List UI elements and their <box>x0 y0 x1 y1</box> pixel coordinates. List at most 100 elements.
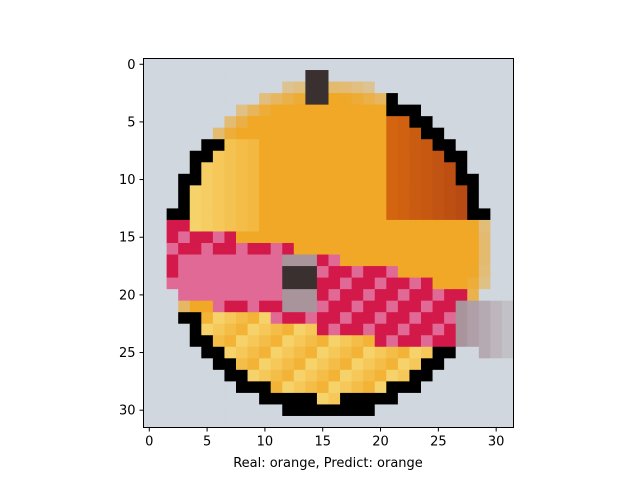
image-pixel <box>374 208 387 221</box>
image-pixel <box>490 116 503 129</box>
image-pixel <box>397 312 410 325</box>
image-pixel <box>397 346 410 359</box>
image-pixel <box>363 415 376 428</box>
image-pixel <box>455 392 468 405</box>
image-pixel <box>501 358 514 371</box>
image-pixel <box>189 369 202 382</box>
image-pixel <box>478 104 491 117</box>
image-pixel <box>305 185 318 198</box>
image-pixel <box>305 219 318 232</box>
image-pixel <box>247 266 260 278</box>
image-pixel <box>236 289 248 302</box>
image-pixel <box>270 300 283 313</box>
image-pixel <box>432 219 445 232</box>
image-pixel <box>189 358 202 371</box>
image-pixel <box>316 93 329 106</box>
image-pixel <box>478 323 491 336</box>
image-pixel <box>374 312 387 325</box>
image-pixel <box>189 335 202 348</box>
x-tick-label: 15 <box>314 435 331 450</box>
image-pixel <box>178 323 191 336</box>
image-pixel <box>236 346 248 359</box>
image-pixel <box>143 415 156 428</box>
image-pixel <box>501 266 514 278</box>
image-pixel <box>363 312 376 325</box>
image-pixel <box>178 173 191 186</box>
image-pixel <box>363 346 376 359</box>
image-pixel <box>421 312 433 325</box>
image-pixel <box>374 392 387 405</box>
image-pixel <box>270 243 283 255</box>
image-pixel <box>374 254 387 267</box>
image-pixel <box>409 196 422 209</box>
image-pixel <box>189 323 202 336</box>
image-pixel <box>328 139 341 152</box>
image-pixel <box>282 289 295 302</box>
image-pixel <box>236 208 248 221</box>
y-tick-label: 0 <box>127 58 135 73</box>
image-pixel <box>386 392 399 405</box>
image-pixel <box>478 150 491 163</box>
image-pixel <box>236 58 248 71</box>
image-pixel <box>409 231 422 244</box>
image-pixel <box>178 243 191 255</box>
image-pixel <box>189 392 202 405</box>
image-pixel <box>259 392 272 405</box>
image-pixel <box>201 266 214 278</box>
image-pixel <box>351 70 364 82</box>
image-pixel <box>166 185 179 198</box>
image-pixel <box>316 369 329 382</box>
image-pixel <box>166 300 179 313</box>
image-pixel <box>201 392 214 405</box>
image-pixel <box>421 219 433 232</box>
image-pixel <box>212 335 225 348</box>
image-pixel <box>259 335 272 348</box>
image-pixel <box>467 219 480 232</box>
image-pixel <box>467 392 480 405</box>
image-pixel <box>282 312 295 325</box>
image-pixel <box>363 162 376 175</box>
image-pixel <box>178 404 191 417</box>
image-pixel <box>455 104 468 117</box>
image-pixel <box>293 58 306 71</box>
image-pixel <box>282 219 295 232</box>
image-pixel <box>490 231 503 244</box>
image-pixel <box>143 185 156 198</box>
image-pixel <box>409 415 422 428</box>
image-pixel <box>501 150 514 163</box>
image-pixel <box>490 323 503 336</box>
image-pixel <box>212 139 225 152</box>
image-pixel <box>328 300 341 313</box>
image-pixel <box>421 289 433 302</box>
image-pixel <box>444 231 457 244</box>
image-pixel <box>409 369 422 382</box>
image-pixel <box>501 58 514 71</box>
image-pixel <box>444 369 457 382</box>
image-pixel <box>316 346 329 359</box>
image-pixel <box>409 208 422 221</box>
image-pixel <box>409 93 422 106</box>
image-pixel <box>247 185 260 198</box>
image-pixel <box>351 116 364 129</box>
image-pixel <box>282 116 295 129</box>
image-pixel <box>224 185 237 198</box>
image-pixel <box>351 139 364 152</box>
image-pixel <box>247 104 260 117</box>
image-pixel <box>374 404 387 417</box>
image-pixel <box>189 346 202 359</box>
image-pixel <box>201 58 214 71</box>
image-pixel <box>386 104 399 117</box>
image-pixel <box>293 254 306 267</box>
image-pixel <box>201 162 214 175</box>
image-pixel <box>421 266 433 278</box>
image-pixel <box>490 150 503 163</box>
image-pixel <box>155 415 168 428</box>
image-pixel <box>351 392 364 405</box>
image-pixel <box>166 173 179 186</box>
image-pixel <box>340 70 353 82</box>
image-pixel <box>351 289 364 302</box>
image-pixel <box>166 266 179 278</box>
image-pixel <box>201 208 214 221</box>
image-pixel <box>328 392 341 405</box>
image-pixel <box>224 93 237 106</box>
